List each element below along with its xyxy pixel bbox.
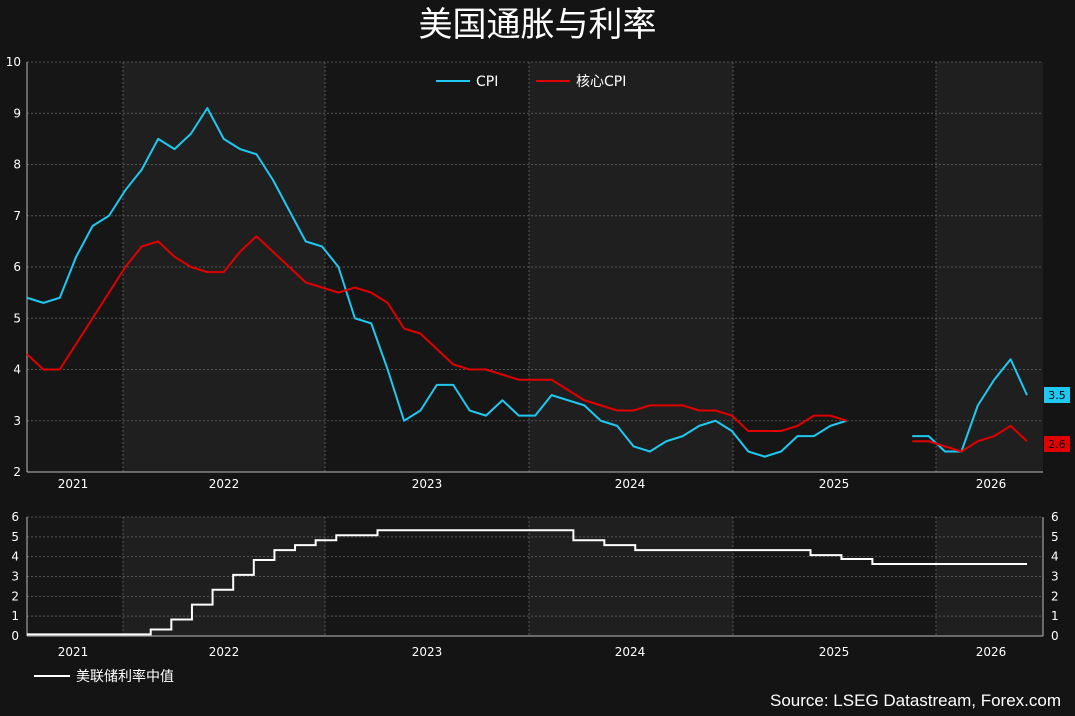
y-tick-label-left: 1: [11, 609, 19, 623]
source-note: Source: LSEG Datastream, Forex.com: [770, 691, 1061, 710]
y-tick-label-right: 4: [1051, 550, 1059, 564]
year-band: [936, 62, 1043, 472]
y-tick-label-left: 2: [11, 589, 19, 603]
y-tick-label-right: 2: [1051, 589, 1059, 603]
y-tick-label-left: 6: [11, 510, 19, 524]
x-tick-label: 2023: [412, 477, 443, 491]
y-tick-label-right: 5: [1051, 530, 1059, 544]
badge-bg: [1044, 387, 1070, 403]
last-value-badge-cpi: 3.5: [1044, 387, 1070, 403]
rate-legend-swatch: [34, 675, 70, 677]
y-tick-label-right: 0: [1051, 629, 1059, 643]
x-tick-label: 2025: [819, 477, 850, 491]
x-tick-label: 2025: [819, 645, 850, 659]
year-band: [936, 517, 1043, 636]
x-tick-label: 2021: [58, 645, 89, 659]
legend-label: 核心CPI: [576, 74, 626, 90]
rate-panel: 0 0 1 1 2 2 3 3 4 4 5 5 6 6 2021 2022 2023 2024 2025 2026: [11, 510, 1058, 659]
x-tick-label: 2026: [976, 645, 1007, 659]
y-tick-label: 7: [13, 209, 21, 223]
x-tick-label: 2023: [412, 645, 443, 659]
inflation-panel: 2 3 4 5 6 7 8 9 10 2021 2022 2023 2024 2025 2026 3.5 2.6…: [6, 55, 1070, 491]
x-tick-label: 2022: [209, 477, 240, 491]
badge-text: 2.6: [1048, 438, 1066, 451]
y-tick-label: 4: [13, 363, 21, 377]
chart-title: 美国通胀与利率: [418, 5, 657, 45]
x-tick-label: 2021: [58, 477, 89, 491]
rate-legend-label: 美联储利率中值: [76, 669, 174, 685]
y-tick-label-left: 0: [11, 629, 19, 643]
x-tick-label: 2026: [976, 477, 1007, 491]
y-tick-label-right: 3: [1051, 570, 1059, 584]
y-tick-label-right: 1: [1051, 609, 1059, 623]
legend: CPI 核心CPI: [436, 74, 626, 90]
y-tick-label: 2: [13, 465, 21, 479]
y-tick-label: 10: [6, 55, 21, 69]
rate-legend: 美联储利率中值: [34, 666, 174, 686]
badge-bg: [1044, 436, 1070, 452]
y-tick-label: 5: [13, 311, 21, 325]
series-line-cpi: [26, 107, 847, 458]
y-tick-label-left: 3: [11, 570, 19, 584]
legend-label: CPI: [476, 74, 498, 90]
y-tick-label-left: 5: [11, 530, 19, 544]
series-line-fed-rate: [27, 529, 1027, 636]
x-tick-label: 2022: [209, 645, 240, 659]
series-line-core-cpi: [26, 235, 847, 432]
y-tick-label: 3: [13, 414, 21, 428]
badge-text: 3.5: [1048, 389, 1066, 402]
y-tick-label: 8: [13, 158, 21, 172]
y-tick-label: 6: [13, 260, 21, 274]
last-value-badge-core-cpi: 2.6: [1044, 436, 1070, 452]
series-line-core-cpi: [912, 424, 1028, 453]
x-tick-label: 2024: [615, 477, 646, 491]
y-tick-label-right: 6: [1051, 510, 1059, 524]
y-tick-label-left: 4: [11, 550, 19, 564]
y-tick-label: 9: [13, 106, 21, 120]
series-line-cpi: [912, 358, 1028, 453]
x-tick-label: 2024: [615, 645, 646, 659]
